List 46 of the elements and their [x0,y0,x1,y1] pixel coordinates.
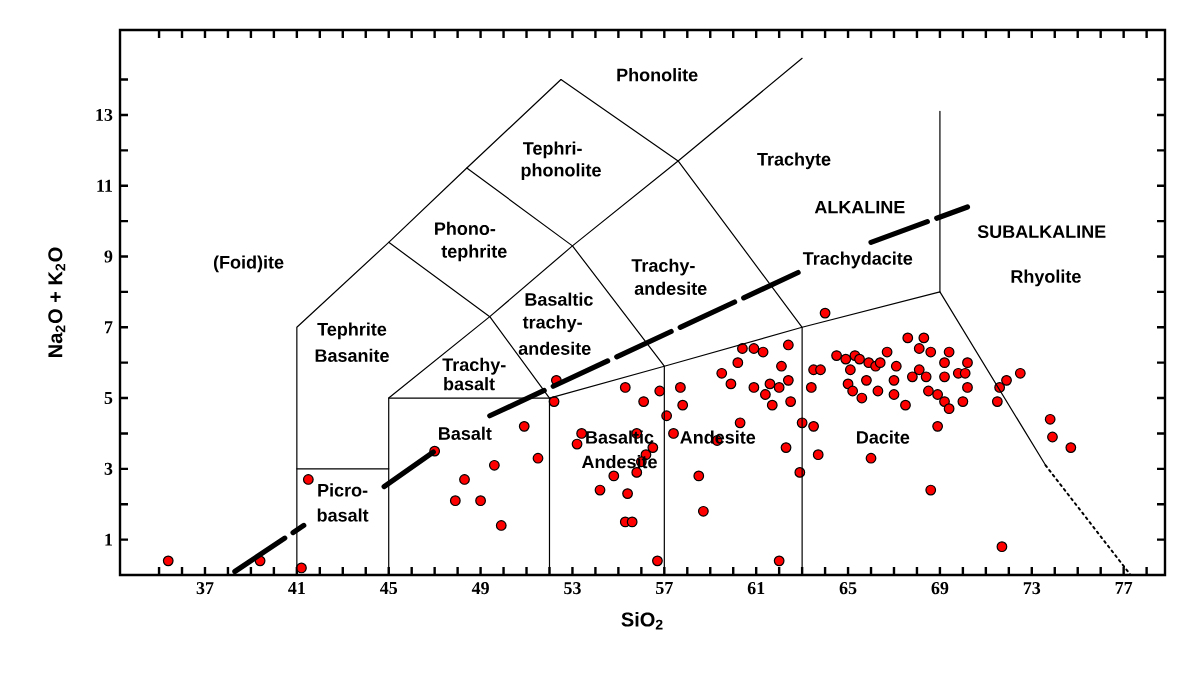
y-axis-title: Na$_{2}$O + K$_{2}$O [48,247,66,357]
y-tick-label: 9 [104,250,113,263]
annotation: Trachydacite [802,251,913,269]
x-tick-label: 65 [839,582,857,595]
x-tick-label: 69 [931,582,949,595]
annotation: Trachy- [442,357,506,375]
annotation: Picro- [318,483,368,497]
annotation: tephrite [441,244,507,262]
annotation: phonolite [521,163,601,181]
x-tick-label: 41 [288,582,305,594]
x-tick-label: 49 [471,582,489,595]
x-axis-title: SiO$_{2}$ [621,611,663,630]
y-tick-label: 3 [104,462,113,475]
y-tick-label: 7 [104,321,113,334]
annotation: basalt [444,377,495,391]
annotation: Basanite [315,348,389,362]
annotation: ALKALINE [814,200,905,214]
x-tick-label: 53 [564,582,581,595]
annotation: (Foid)ite [213,255,284,273]
annotation: SUBALKALINE [977,225,1106,239]
annotation: trachy- [522,315,582,333]
annotation: andesite [634,281,707,295]
x-tick-label: 73 [1023,582,1041,595]
annotation: Trachy- [631,258,695,276]
annotation: Tephrite [317,322,387,340]
y-tick-label: 13 [96,108,113,121]
x-tick-label: 61 [747,582,765,595]
annotation: basalt [317,508,369,522]
annotation: Tephri- [522,141,582,159]
annotation: Dacite [857,430,910,444]
y-tick-label: 5 [104,392,113,405]
annotation: Phonolite [617,68,698,82]
x-tick-label: 57 [656,582,673,595]
x-tick-label: 77 [1115,582,1133,594]
annotation: Trachyte [757,152,831,170]
y-tick-label: 1 [105,533,112,546]
annotation: Basaltic [525,292,593,306]
annotation: Phono- [435,221,496,235]
annotation: andesite [518,341,591,355]
annotation: Basalt [439,426,492,440]
x-tick-label: 45 [379,582,398,595]
annotation: Andesite [680,430,756,444]
y-tick-label: 11 [97,179,112,192]
annotation: Basaltic [586,430,654,444]
x-tick-label: 37 [196,582,214,595]
annotation: Rhyolite [1011,269,1081,287]
